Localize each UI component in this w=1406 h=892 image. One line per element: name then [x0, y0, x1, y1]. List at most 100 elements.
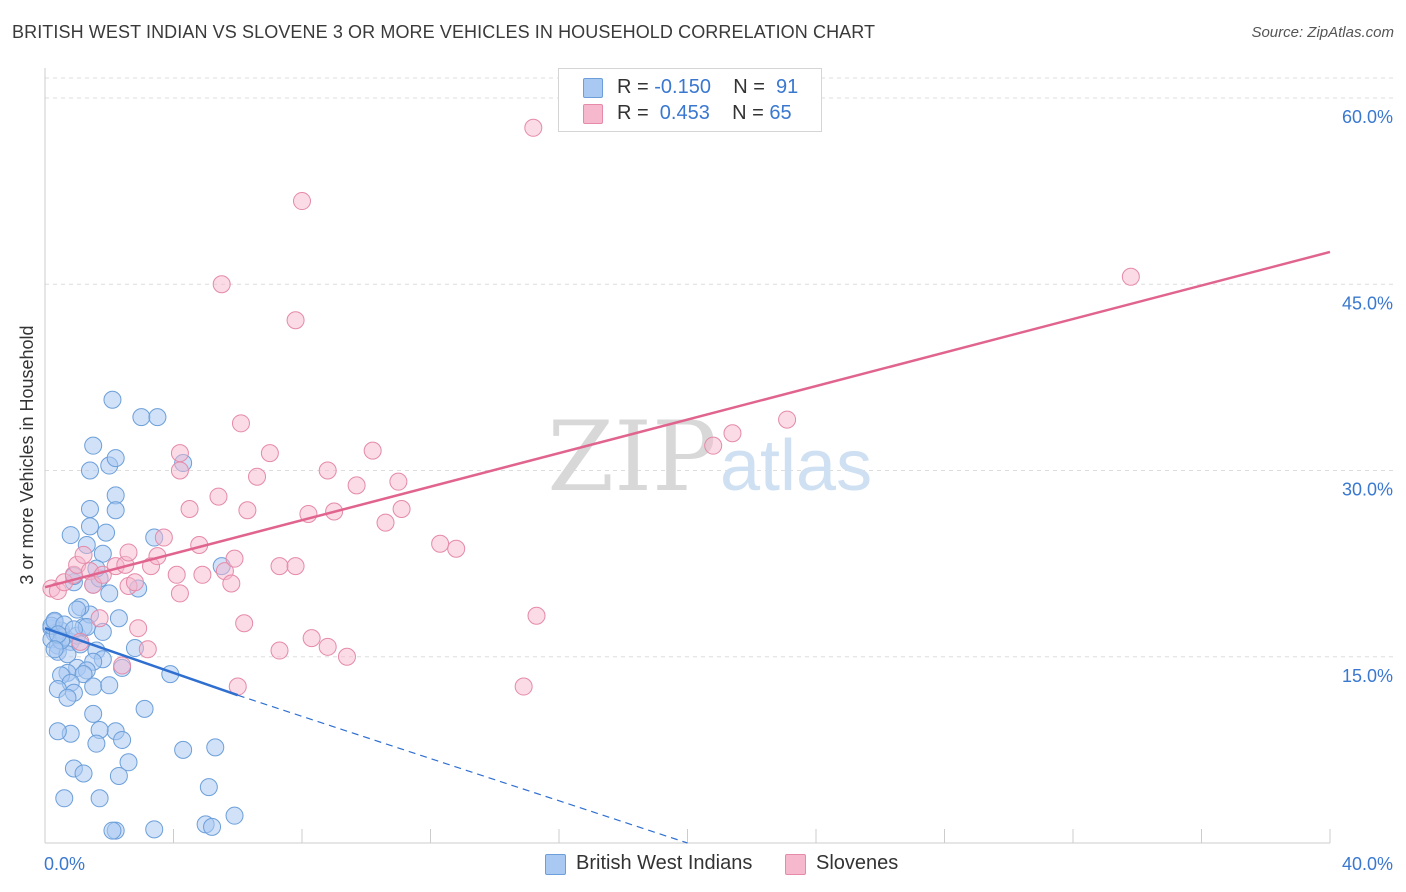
y-tick-label: 30.0% — [1342, 480, 1393, 500]
r-label: R = — [617, 76, 655, 98]
point-british-west-indians — [203, 817, 222, 836]
point-slovenes — [527, 606, 546, 625]
n-label: N = — [732, 102, 770, 124]
legend-label: British West Indians — [576, 852, 753, 874]
point-slovenes — [125, 573, 144, 592]
pink-swatch — [583, 104, 603, 124]
point-slovenes — [447, 539, 466, 558]
trend-extension-british-west-indians — [237, 694, 688, 844]
tick-labels: 15.0% 30.0% 45.0% 60.0% 0.0% 40.0% — [44, 107, 1393, 874]
legend-row-blue-text: R = -0.150 N = 91 — [617, 76, 798, 99]
point-slovenes — [212, 275, 231, 294]
point-british-west-indians — [106, 449, 125, 468]
point-slovenes — [318, 461, 337, 480]
point-slovenes — [270, 557, 289, 576]
series-legend: British West Indians Slovenes — [0, 852, 1406, 878]
point-slovenes — [286, 311, 305, 330]
r-label: R = — [617, 102, 655, 124]
point-slovenes — [222, 574, 241, 593]
y-tick-label: 60.0% — [1342, 107, 1393, 127]
point-british-west-indians — [87, 734, 106, 753]
point-slovenes — [260, 444, 279, 463]
legend-label: Slovenes — [816, 852, 899, 874]
pink-swatch — [785, 854, 806, 875]
point-british-west-indians — [58, 688, 77, 707]
blue-swatch — [583, 78, 603, 98]
point-british-west-indians — [109, 609, 128, 628]
point-slovenes — [302, 629, 321, 648]
point-british-west-indians — [80, 461, 99, 480]
point-british-west-indians — [103, 390, 122, 409]
point-british-west-indians — [103, 821, 122, 840]
watermark: ZIP atlas — [547, 401, 872, 513]
point-british-west-indians — [68, 600, 87, 619]
point-slovenes — [1121, 267, 1140, 286]
correlation-legend: R = -0.150 N = 91 R = 0.453 N = 65 — [558, 68, 822, 132]
point-british-west-indians — [84, 704, 103, 723]
point-british-west-indians — [84, 436, 103, 455]
point-british-west-indians — [109, 766, 128, 785]
point-british-west-indians — [148, 408, 167, 427]
point-slovenes — [431, 534, 450, 553]
point-slovenes — [723, 424, 742, 443]
point-british-west-indians — [90, 789, 109, 808]
point-british-west-indians — [93, 544, 112, 563]
point-british-west-indians — [199, 778, 218, 797]
point-british-west-indians — [80, 517, 99, 536]
chart-title: BRITISH WEST INDIAN VS SLOVENE 3 OR MORE… — [12, 22, 876, 42]
legend-row-pink-text: R = 0.453 N = 65 — [617, 102, 792, 125]
point-slovenes — [392, 499, 411, 518]
point-british-west-indians — [119, 753, 138, 772]
x-tick-label: 0.0% — [44, 854, 85, 874]
y-axis-label: 3 or more Vehicles in Household — [17, 325, 37, 584]
point-slovenes — [704, 436, 723, 455]
source-label: Source: ZipAtlas.com — [1251, 24, 1394, 41]
trend-line-slovenes — [44, 250, 1331, 589]
point-slovenes — [193, 565, 212, 584]
r-value: 0.453 — [654, 102, 710, 124]
trend-lines — [44, 250, 1331, 844]
point-british-west-indians — [74, 764, 93, 783]
watermark-atlas: atlas — [720, 426, 872, 506]
n-value: 65 — [769, 102, 792, 124]
point-slovenes — [180, 499, 199, 518]
point-slovenes — [778, 410, 797, 429]
point-slovenes — [167, 565, 186, 584]
point-slovenes — [270, 641, 289, 660]
point-slovenes — [318, 637, 337, 656]
series-british-west-indians — [42, 390, 244, 840]
point-slovenes — [337, 647, 356, 666]
point-british-west-indians — [48, 722, 67, 741]
y-tick-label: 15.0% — [1342, 666, 1393, 686]
point-british-west-indians — [132, 408, 151, 427]
point-british-west-indians — [84, 677, 103, 696]
point-slovenes — [235, 614, 254, 633]
point-british-west-indians — [174, 740, 193, 759]
point-slovenes — [154, 528, 173, 547]
point-slovenes — [347, 476, 366, 495]
point-slovenes — [113, 656, 132, 675]
point-slovenes — [129, 619, 148, 638]
point-slovenes — [170, 461, 189, 480]
point-british-west-indians — [113, 730, 132, 749]
point-slovenes — [119, 543, 138, 562]
point-slovenes — [90, 609, 109, 628]
point-british-west-indians — [61, 526, 80, 545]
point-british-west-indians — [206, 738, 225, 757]
point-slovenes — [170, 584, 189, 603]
point-british-west-indians — [145, 820, 164, 839]
point-british-west-indians — [100, 676, 119, 695]
point-british-west-indians — [80, 499, 99, 518]
point-british-west-indians — [225, 806, 244, 825]
point-slovenes — [138, 640, 157, 659]
series-slovenes — [42, 118, 1140, 696]
point-slovenes — [71, 632, 90, 651]
point-slovenes — [389, 472, 408, 491]
point-british-west-indians — [106, 501, 125, 520]
point-slovenes — [74, 545, 93, 564]
x-tick-label: 40.0% — [1342, 854, 1393, 874]
point-british-west-indians — [55, 789, 74, 808]
point-slovenes — [238, 501, 257, 520]
point-british-west-indians — [45, 640, 64, 659]
